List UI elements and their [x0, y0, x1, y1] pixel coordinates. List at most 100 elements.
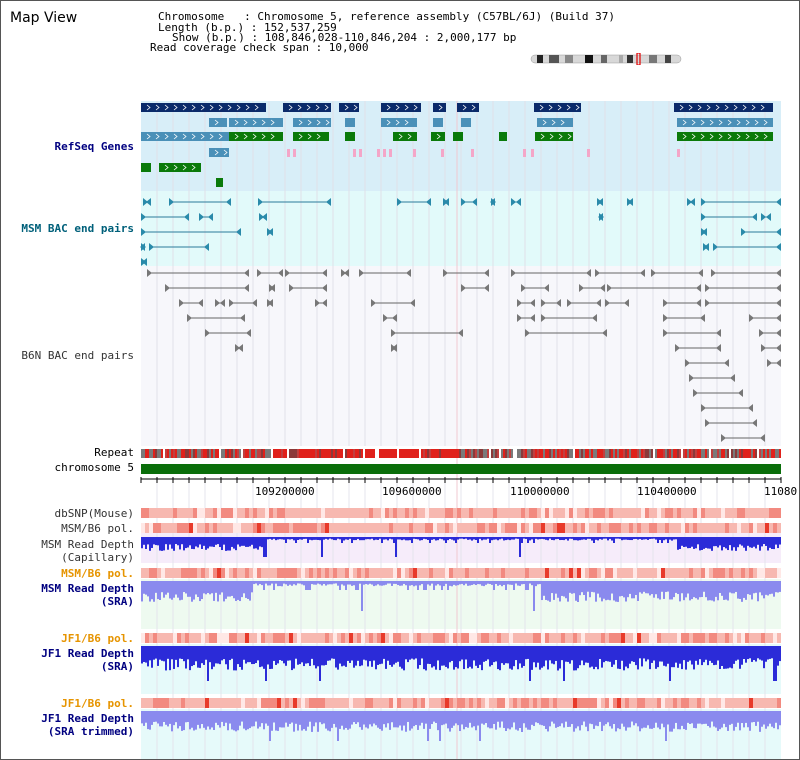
depth-bar: [145, 537, 147, 550]
polymorphism-segment: [649, 523, 653, 533]
polymorphism-segment: [593, 698, 597, 708]
depth-bar: [171, 537, 173, 549]
depth-bar: [433, 537, 435, 540]
polymorphism-segment: [257, 633, 261, 643]
depth-bar: [553, 537, 555, 541]
depth-bar: [333, 581, 335, 584]
polymorphism-segment: [441, 633, 445, 643]
polymorphism-segment: [145, 633, 149, 643]
polymorphism-segment: [429, 568, 433, 578]
strand-arrow: [353, 104, 358, 111]
depth-bar: [307, 537, 309, 543]
depth-bar: [661, 646, 663, 662]
polymorphism-segment: [265, 523, 269, 533]
depth-bar: [251, 581, 253, 593]
depth-bar: [425, 646, 427, 671]
repeat-segment: [547, 449, 549, 458]
polymorphism-segment: [521, 633, 525, 643]
depth-bar: [319, 711, 321, 723]
bac-end-mark: [461, 198, 466, 206]
depth-bar: [401, 711, 403, 731]
dbsnp-segment: [613, 508, 617, 518]
repeat-segment: [265, 449, 267, 458]
bac-end-mark: [761, 344, 766, 352]
depth-bar: [773, 537, 775, 550]
polymorphism-segment: [465, 568, 469, 578]
strand-arrow: [688, 104, 693, 111]
depth-bar: [711, 711, 713, 722]
depth-bar: [403, 581, 405, 584]
depth-bar: [749, 581, 751, 595]
dbsnp-segment: [501, 508, 505, 518]
polymorphism-segment: [169, 633, 173, 643]
depth-bar: [265, 711, 267, 724]
depth-bar: [739, 646, 741, 669]
bac-end-mark: [760, 434, 765, 442]
polymorphism-segment: [701, 698, 705, 708]
polymorphism-segment: [533, 523, 537, 533]
depth-bar: [461, 537, 463, 539]
strand-arrow: [223, 149, 228, 156]
strand-arrow: [316, 133, 321, 140]
depth-bar: [625, 537, 627, 540]
depth-bar: [515, 646, 517, 661]
depth-bar: [233, 581, 235, 599]
depth-bar: [685, 646, 687, 670]
strand-arrow: [751, 104, 756, 111]
polymorphism-segment: [545, 523, 549, 533]
depth-bar: [341, 646, 343, 667]
polymorphism-segment: [437, 698, 441, 708]
depth-bar: [713, 646, 715, 666]
depth-bar: [443, 711, 445, 725]
depth-bar: [587, 537, 589, 539]
polymorphism-segment: [289, 698, 293, 708]
depth-bar: [445, 581, 447, 584]
depth-bar: [561, 711, 563, 724]
repeat-segment: [303, 449, 305, 458]
depth-bar: [593, 711, 595, 729]
depth-bar: [223, 711, 225, 727]
repeat-segment: [481, 449, 483, 458]
depth-bar: [569, 581, 571, 593]
chromosome-ideogram[interactable]: [529, 53, 685, 65]
depth-bar: [207, 581, 209, 594]
repeat-segment: [427, 449, 429, 458]
polymorphism-segment: [273, 523, 277, 533]
depth-bar: [503, 711, 505, 728]
depth-bar: [533, 711, 535, 727]
bac-end-mark: [484, 269, 489, 277]
depth-bar: [417, 581, 419, 590]
polymorphism-segment: [233, 698, 237, 708]
depth-bar: [305, 646, 307, 664]
polymorphism-segment: [489, 633, 493, 643]
bac-end-mark: [426, 198, 431, 206]
depth-bar: [163, 646, 165, 662]
polymorphism-segment: [549, 568, 553, 578]
depth-bar: [697, 646, 699, 665]
depth-bar: [429, 537, 431, 543]
repeat-segment: [721, 449, 723, 458]
repeat-segment: [689, 449, 691, 458]
depth-bar: [187, 581, 189, 597]
polymorphism-segment: [637, 633, 641, 643]
depth-bar: [729, 537, 731, 546]
depth-bar: [667, 581, 669, 592]
polymorphism-segment: [201, 698, 205, 708]
repeat-segment: [463, 449, 465, 458]
depth-bar: [461, 646, 463, 660]
depth-bar: [291, 646, 293, 671]
depth-bar: [627, 711, 629, 728]
depth-bar: [179, 711, 181, 727]
polymorphism-segment: [461, 568, 465, 578]
depth-bar: [657, 581, 659, 599]
depth-bar: [489, 537, 491, 543]
depth-bar: [271, 581, 273, 584]
depth-bar: [265, 537, 267, 557]
dbsnp-segment: [473, 508, 477, 518]
depth-bar: [589, 711, 591, 724]
strand-arrow: [679, 104, 684, 111]
polymorphism-segment: [465, 698, 469, 708]
depth-bar: [745, 581, 747, 600]
depth-bar: [659, 646, 661, 662]
